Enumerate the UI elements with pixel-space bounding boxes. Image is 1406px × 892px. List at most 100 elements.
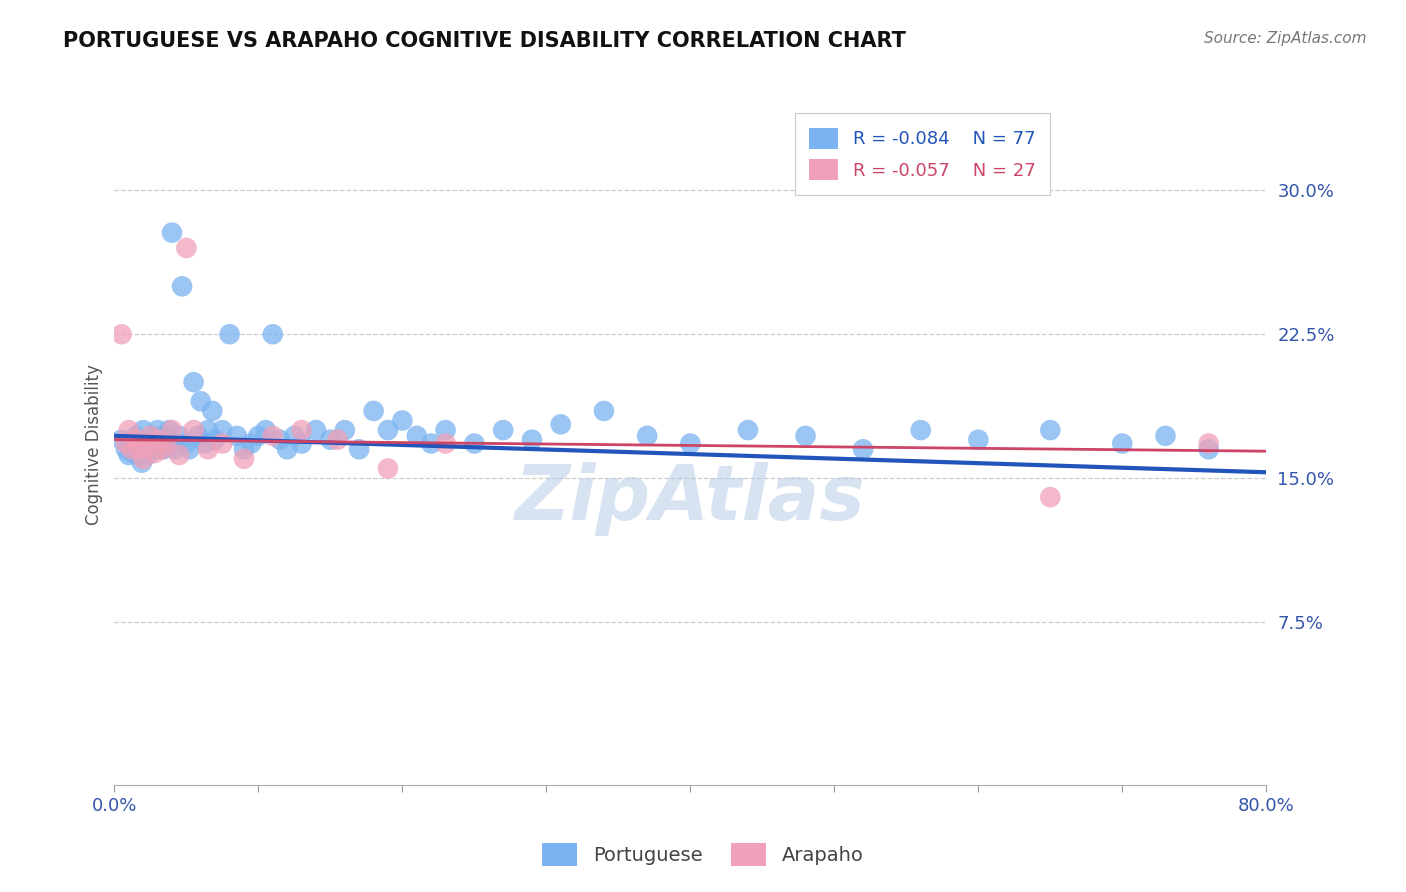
- Point: [233, 442, 256, 457]
- Point: [291, 436, 314, 450]
- Point: [155, 436, 177, 450]
- Point: [326, 433, 349, 447]
- Point: [197, 442, 219, 457]
- Point: [1154, 429, 1177, 443]
- Point: [146, 433, 169, 447]
- Point: [434, 423, 457, 437]
- Point: [118, 448, 141, 462]
- Point: [377, 461, 399, 475]
- Point: [405, 429, 427, 443]
- Legend: R = -0.084    N = 77, R = -0.057    N = 27: R = -0.084 N = 77, R = -0.057 N = 27: [794, 113, 1050, 194]
- Point: [129, 436, 152, 450]
- Point: [1198, 436, 1220, 450]
- Point: [194, 436, 217, 450]
- Point: [146, 423, 169, 437]
- Point: [115, 442, 138, 457]
- Y-axis label: Cognitive Disability: Cognitive Disability: [86, 364, 103, 524]
- Point: [167, 429, 190, 443]
- Point: [434, 436, 457, 450]
- Point: [305, 423, 328, 437]
- Point: [143, 446, 166, 460]
- Legend: Portuguese, Arapaho: Portuguese, Arapaho: [534, 835, 872, 873]
- Point: [240, 436, 263, 450]
- Point: [134, 446, 156, 460]
- Point: [967, 433, 990, 447]
- Point: [145, 442, 167, 457]
- Point: [269, 433, 291, 447]
- Point: [110, 327, 132, 342]
- Point: [125, 433, 148, 447]
- Point: [160, 226, 183, 240]
- Point: [121, 442, 143, 457]
- Point: [593, 404, 616, 418]
- Point: [136, 448, 159, 462]
- Point: [183, 423, 205, 437]
- Point: [141, 429, 163, 443]
- Point: [283, 429, 305, 443]
- Point: [1039, 490, 1062, 504]
- Point: [149, 436, 172, 450]
- Point: [127, 442, 149, 457]
- Point: [254, 423, 277, 437]
- Point: [125, 429, 148, 443]
- Point: [204, 433, 226, 447]
- Point: [333, 423, 356, 437]
- Text: PORTUGUESE VS ARAPAHO COGNITIVE DISABILITY CORRELATION CHART: PORTUGUESE VS ARAPAHO COGNITIVE DISABILI…: [63, 31, 905, 51]
- Point: [176, 436, 198, 450]
- Point: [636, 429, 658, 443]
- Text: Source: ZipAtlas.com: Source: ZipAtlas.com: [1204, 31, 1367, 46]
- Point: [167, 448, 190, 462]
- Point: [176, 241, 198, 255]
- Point: [520, 433, 543, 447]
- Point: [1111, 436, 1133, 450]
- Point: [247, 429, 270, 443]
- Point: [128, 448, 150, 462]
- Point: [347, 442, 370, 457]
- Point: [233, 451, 256, 466]
- Point: [139, 429, 162, 443]
- Point: [143, 433, 166, 447]
- Point: [276, 442, 298, 457]
- Point: [122, 446, 145, 460]
- Point: [377, 423, 399, 437]
- Point: [179, 442, 201, 457]
- Point: [319, 433, 342, 447]
- Point: [190, 394, 212, 409]
- Point: [152, 442, 174, 457]
- Point: [172, 279, 194, 293]
- Point: [218, 327, 240, 342]
- Point: [492, 423, 515, 437]
- Point: [737, 423, 759, 437]
- Text: ZipAtlas: ZipAtlas: [515, 462, 866, 536]
- Point: [910, 423, 932, 437]
- Point: [156, 436, 179, 450]
- Point: [135, 433, 157, 447]
- Point: [211, 436, 233, 450]
- Point: [163, 442, 186, 457]
- Point: [160, 423, 183, 437]
- Point: [132, 423, 155, 437]
- Point: [852, 442, 875, 457]
- Point: [131, 456, 153, 470]
- Point: [142, 436, 165, 450]
- Point: [225, 429, 247, 443]
- Point: [138, 436, 160, 450]
- Point: [135, 436, 157, 450]
- Point: [391, 413, 413, 427]
- Point: [115, 436, 138, 450]
- Point: [550, 417, 572, 432]
- Point: [262, 327, 284, 342]
- Point: [420, 436, 443, 450]
- Point: [794, 429, 817, 443]
- Point: [183, 375, 205, 389]
- Point: [363, 404, 385, 418]
- Point: [153, 429, 176, 443]
- Point: [679, 436, 702, 450]
- Point: [463, 436, 485, 450]
- Point: [1198, 442, 1220, 457]
- Point: [187, 429, 209, 443]
- Point: [121, 436, 143, 450]
- Point: [132, 451, 155, 466]
- Point: [197, 423, 219, 437]
- Point: [157, 423, 180, 437]
